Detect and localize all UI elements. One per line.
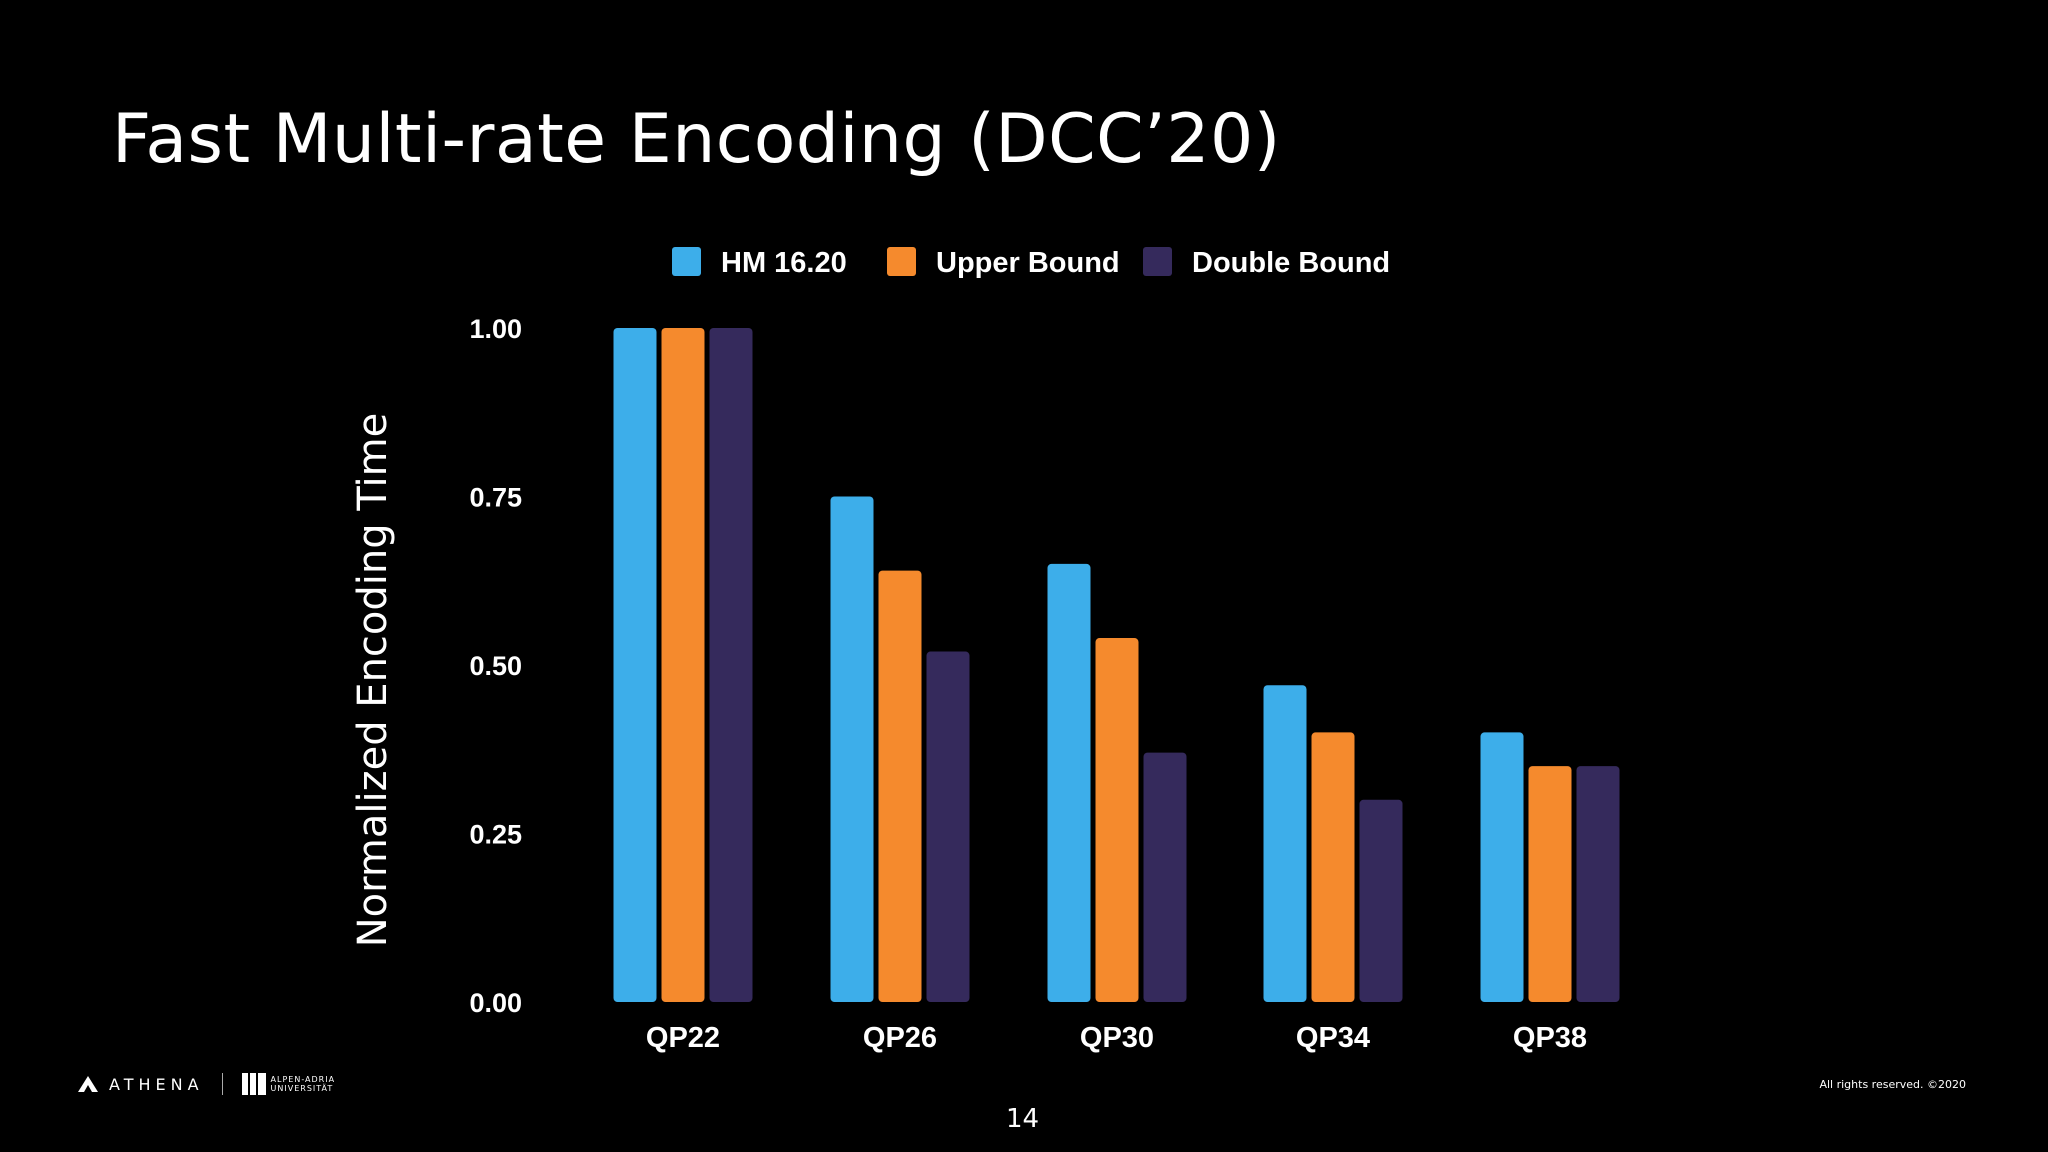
legend-swatch-double-bound	[1143, 247, 1172, 276]
y-tick-label: 0.00	[469, 988, 522, 1018]
bar-double-bound-qp30	[1143, 752, 1187, 1002]
university-logo-line1: ALPEN-ADRIA	[270, 1075, 336, 1084]
x-category-label: QP34	[1296, 1022, 1370, 1054]
y-tick-label: 0.50	[469, 651, 522, 681]
legend-swatch-hm-16-20	[672, 247, 701, 276]
bar-upper-bound-qp38	[1528, 766, 1572, 1002]
athena-logo: ATHENA	[77, 1075, 204, 1094]
x-category-label: QP38	[1513, 1022, 1587, 1054]
bar-hm-16-20-qp22	[613, 328, 657, 1002]
page-number: 14	[1006, 1104, 1040, 1134]
bar-double-bound-qp34	[1359, 799, 1403, 1002]
bar-upper-bound-qp22	[661, 328, 705, 1002]
bar-double-bound-qp38	[1576, 766, 1620, 1002]
bar-upper-bound-qp30	[1095, 638, 1139, 1002]
y-tick-label: 0.25	[469, 820, 522, 850]
athena-logo-text: ATHENA	[109, 1074, 204, 1094]
legend-label-upper-bound: Upper Bound	[936, 247, 1120, 279]
footer-logos: ATHENA ALPEN-ADRIA UNIVERSITÄT	[77, 1070, 335, 1098]
legend-swatch-upper-bound	[887, 247, 916, 276]
university-logo-text: ALPEN-ADRIA UNIVERSITÄT	[271, 1075, 336, 1093]
bar-upper-bound-qp26	[878, 570, 922, 1002]
bar-upper-bound-qp34	[1311, 732, 1355, 1002]
bar-hm-16-20-qp38	[1480, 732, 1524, 1002]
bar-hm-16-20-qp26	[830, 496, 874, 1002]
legend-label-double-bound: Double Bound	[1192, 247, 1390, 279]
bar-double-bound-qp26	[926, 651, 970, 1002]
y-tick-label: 0.75	[469, 483, 522, 513]
university-logo-line2: UNIVERSITÄT	[270, 1084, 334, 1093]
bar-hm-16-20-qp34	[1263, 685, 1307, 1002]
bar-hm-16-20-qp30	[1047, 563, 1091, 1002]
copyright-notice: All rights reserved. ©2020	[1819, 1078, 1966, 1091]
x-category-label: QP30	[1080, 1022, 1154, 1054]
athena-mark-icon	[78, 1076, 98, 1092]
y-axis-title: Normalized Encoding Time	[350, 413, 396, 948]
legend-label-hm-16-20: HM 16.20	[721, 247, 847, 279]
x-category-label: QP26	[863, 1022, 937, 1054]
university-logo: ALPEN-ADRIA UNIVERSITÄT	[241, 1072, 336, 1096]
bar-double-bound-qp22	[709, 328, 753, 1002]
logo-divider	[221, 1073, 223, 1095]
y-tick-label: 1.00	[469, 314, 522, 344]
university-mark-icon	[241, 1073, 266, 1095]
slide-title: Fast Multi-rate Encoding (DCC’20)	[112, 100, 1281, 179]
x-category-label: QP22	[646, 1022, 720, 1054]
